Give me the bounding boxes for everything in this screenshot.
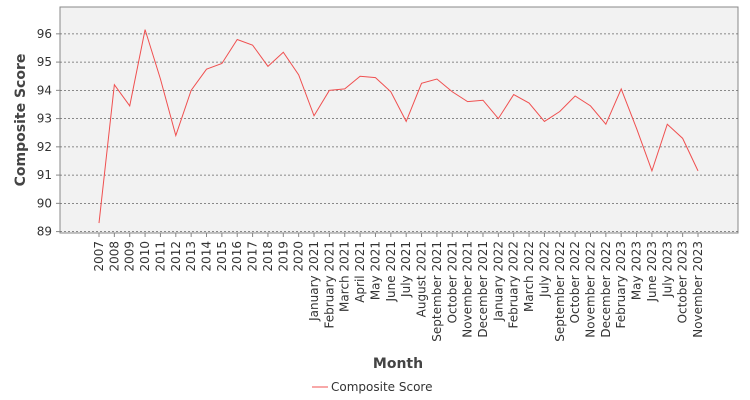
x-tick-label: 2020 xyxy=(292,241,306,272)
x-tick-label: February 2021 xyxy=(322,241,336,329)
x-tick-label: March 2022 xyxy=(522,241,536,312)
x-tick-label: 2014 xyxy=(200,241,214,272)
x-tick-label: July 2021 xyxy=(399,241,413,298)
x-tick-label: 2010 xyxy=(138,241,152,272)
x-tick-label: February 2023 xyxy=(614,241,628,329)
x-axis-title: Month xyxy=(373,356,423,372)
x-tick-label: 2008 xyxy=(107,241,121,272)
x-tick-label: 2016 xyxy=(230,241,244,272)
x-tick-label: October 2022 xyxy=(568,241,582,323)
x-tick-label: September 2021 xyxy=(430,241,444,342)
plot-area xyxy=(59,6,739,234)
x-tick-label: December 2022 xyxy=(599,241,613,338)
x-tick-label: January 2022 xyxy=(491,241,505,322)
x-tick-label: November 2021 xyxy=(461,241,475,338)
x-tick-label: July 2023 xyxy=(660,241,674,298)
x-tick-label: October 2023 xyxy=(676,241,690,323)
x-tick-label: October 2021 xyxy=(445,241,459,323)
x-tick-label: August 2021 xyxy=(415,241,429,317)
x-tick-label: September 2022 xyxy=(553,241,567,342)
x-tick-label: November 2023 xyxy=(691,241,705,338)
x-tick-label: May 2021 xyxy=(368,241,382,300)
x-tick-label: March 2021 xyxy=(338,241,352,312)
y-tick-label: 94 xyxy=(37,83,52,97)
x-tick-label: 2018 xyxy=(261,241,275,272)
x-tick-label: July 2022 xyxy=(537,241,551,298)
x-tick-label: 2007 xyxy=(92,241,106,272)
x-tick-label: January 2021 xyxy=(307,241,321,322)
x-tick-label: May 2023 xyxy=(630,241,644,300)
y-tick-label: 89 xyxy=(37,225,52,239)
x-tick-label: 2013 xyxy=(184,241,198,272)
x-tick-label: November 2022 xyxy=(583,241,597,338)
x-tick-label: 2011 xyxy=(153,241,167,272)
x-tick-label: June 2023 xyxy=(645,241,659,303)
line-series xyxy=(98,29,699,224)
x-tick-label: June 2021 xyxy=(384,241,398,303)
y-tick-label: 93 xyxy=(37,112,52,126)
y-tick-label: 90 xyxy=(37,196,52,210)
y-tick-label: 92 xyxy=(37,140,52,154)
x-tick-label: 2017 xyxy=(246,241,260,272)
x-tick-label: 2009 xyxy=(123,241,137,272)
y-tick-label: 91 xyxy=(37,168,52,182)
x-tick-label: 2019 xyxy=(276,241,290,272)
x-tick-label: February 2022 xyxy=(507,241,521,329)
y-tick-label: 96 xyxy=(37,27,52,41)
x-tick-label: 2012 xyxy=(169,241,183,272)
y-axis-title: Composite Score xyxy=(13,54,29,187)
x-tick-label: 2015 xyxy=(215,241,229,272)
x-tick-label: April 2021 xyxy=(353,241,367,303)
legend-label: Composite Score xyxy=(331,380,432,394)
y-tick-label: 95 xyxy=(37,55,52,69)
x-tick-label: December 2021 xyxy=(476,241,490,338)
